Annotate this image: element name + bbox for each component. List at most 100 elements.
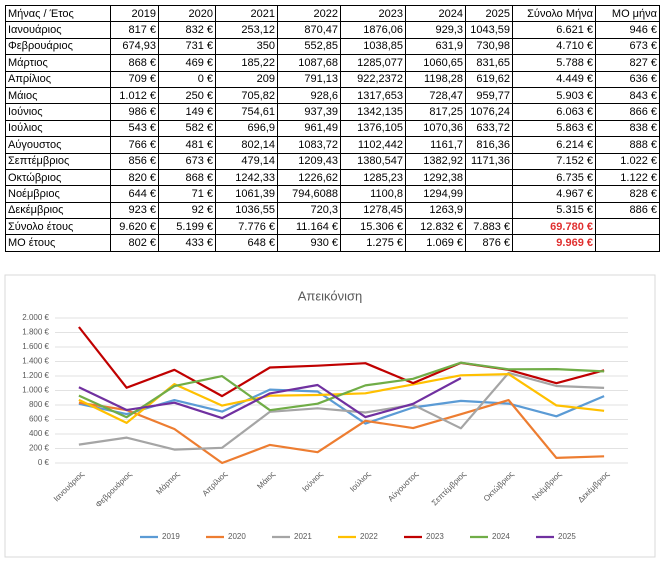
table-cell: 816,36 bbox=[465, 136, 513, 154]
table-cell: 1.012 € bbox=[110, 86, 159, 105]
data-table: Μήνας / Έτος 2019 2020 2021 2022 2023 2024 2025… bbox=[5, 4, 660, 252]
legend-label: 2020 bbox=[228, 532, 246, 541]
table-row: Οκτώβριος 820 €868 €1242,33 1226,62 1285,23… bbox=[5, 168, 660, 187]
y-tick-label: 1.600 € bbox=[22, 342, 49, 351]
table-cell: 433 € bbox=[158, 234, 216, 252]
table-cell: 6.214 € bbox=[512, 136, 596, 154]
legend-label: 2024 bbox=[492, 532, 510, 541]
table-cell: 843 € bbox=[595, 86, 660, 105]
table-cell: 552,85 bbox=[277, 37, 341, 56]
y-tick-label: 1.200 € bbox=[22, 371, 49, 380]
table-cell: Οκτώβριος bbox=[5, 168, 111, 187]
table-cell: 827 € bbox=[595, 54, 660, 72]
table-cell: 1382,92 bbox=[405, 152, 466, 170]
table-cell: 1376,105 bbox=[340, 119, 406, 138]
table-cell: 7.152 € bbox=[512, 152, 596, 170]
table-cell bbox=[595, 234, 660, 252]
table-cell: 2022 bbox=[277, 4, 341, 23]
table-cell: 1102,442 bbox=[340, 136, 406, 154]
chart-title: Απεικόνιση bbox=[298, 288, 363, 303]
table-cell: 817,25 bbox=[405, 103, 466, 121]
y-tick-label: 600 € bbox=[29, 415, 50, 424]
table-row: Μάιος 1.012 €250 €705,82 928,6 1317,653 728,… bbox=[5, 86, 660, 105]
table-cell: 1087,68 bbox=[277, 54, 341, 72]
table-row: Φεβρουάριος 674,93 731 €350 552,85 1038,85 63… bbox=[5, 37, 660, 56]
table-cell: 1061,39 bbox=[215, 185, 278, 203]
table-cell: 1100,8 bbox=[340, 185, 406, 203]
table-cell: 1.069 € bbox=[405, 234, 466, 252]
table-cell: 631,9 bbox=[405, 37, 466, 56]
series-line bbox=[78, 371, 605, 451]
table-cell: 479,14 bbox=[215, 152, 278, 170]
table-cell: 930 € bbox=[277, 234, 341, 252]
table-cell: 946 € bbox=[595, 21, 660, 39]
table-cell: 5.903 € bbox=[512, 86, 596, 105]
series-line bbox=[78, 361, 605, 419]
y-tick-label: 200 € bbox=[29, 444, 50, 453]
y-tick-label: 1.800 € bbox=[22, 328, 49, 337]
table-cell: Νοέμβριος bbox=[5, 185, 111, 203]
table-cell: 1226,62 bbox=[277, 168, 341, 187]
table-row: Ιανουάριος 817 €832 €253,12 870,47 1876,06 9… bbox=[5, 21, 660, 39]
legend-label: 2022 bbox=[360, 532, 378, 541]
table-row: ΜΟ έτους 802 €433 €648 €930 €1.275 €1.069… bbox=[5, 234, 660, 252]
table-cell: 633,72 bbox=[465, 119, 513, 138]
table-cell: 922,2372 bbox=[340, 70, 406, 88]
table-cell: 1242,33 bbox=[215, 168, 278, 187]
table-cell: 648 € bbox=[215, 234, 278, 252]
table-cell: 5.863 € bbox=[512, 119, 596, 138]
table-cell: 9.620 € bbox=[110, 218, 159, 236]
table-cell: 673 € bbox=[595, 37, 660, 56]
table-cell: 888 € bbox=[595, 136, 660, 154]
table-cell: 802 € bbox=[110, 234, 159, 252]
table-cell: 828 € bbox=[595, 185, 660, 203]
table-cell: 868 € bbox=[110, 54, 159, 72]
y-tick-label: 400 € bbox=[29, 429, 50, 438]
series-line bbox=[78, 399, 605, 465]
series-line bbox=[78, 388, 605, 425]
table-cell: 794,6088 bbox=[277, 185, 341, 203]
table-cell: 928,6 bbox=[277, 86, 341, 105]
table-cell: 673 € bbox=[158, 152, 216, 170]
table-cell: 720,3 bbox=[277, 201, 341, 220]
y-tick-label: 1.000 € bbox=[22, 386, 49, 395]
table-cell: Σεπτέμβριος bbox=[5, 152, 111, 170]
table-cell: 1.275 € bbox=[340, 234, 406, 252]
table-cell: 1317,653 bbox=[340, 86, 406, 105]
series-line bbox=[78, 326, 605, 398]
table-cell: 1043,59 bbox=[465, 21, 513, 39]
table-cell: 1876,06 bbox=[340, 21, 406, 39]
table-cell: 9.969 € bbox=[512, 234, 596, 252]
series-line bbox=[78, 377, 462, 420]
table-cell: 696,9 bbox=[215, 119, 278, 138]
table-cell: 582 € bbox=[158, 119, 216, 138]
table-cell: 832 € bbox=[158, 21, 216, 39]
table-row: Ιούλιος 543 €582 €696,9 961,49 1376,105 1070… bbox=[5, 119, 660, 138]
y-tick-label: 2.000 € bbox=[22, 313, 49, 322]
table-cell: 6.735 € bbox=[512, 168, 596, 187]
table-cell: 986 € bbox=[110, 103, 159, 121]
table-cell: Αύγουστος bbox=[5, 136, 111, 154]
table-row: Σεπτέμβριος 856 €673 €479,14 1209,43 1380,5… bbox=[5, 152, 660, 170]
y-tick-label: 800 € bbox=[29, 400, 50, 409]
table-cell: Ιούλιος bbox=[5, 119, 111, 138]
table-cell: 469 € bbox=[158, 54, 216, 72]
y-tick-label: 0 € bbox=[38, 458, 50, 467]
table-row: Μήνας / Έτος 2019 2020 2021 2022 2023 2024 2025… bbox=[5, 4, 660, 23]
table-cell: 1285,077 bbox=[340, 54, 406, 72]
table-row: Δεκέμβριος 923 €92 €1036,55 720,3 1278,45 12… bbox=[5, 201, 660, 220]
y-tick-label: 1.400 € bbox=[22, 357, 49, 366]
legend-label: 2019 bbox=[162, 532, 180, 541]
table-cell: 4.967 € bbox=[512, 185, 596, 203]
table-cell: 674,93 bbox=[110, 37, 159, 56]
table-cell: 929,3 bbox=[405, 21, 466, 39]
table-cell: 1285,23 bbox=[340, 168, 406, 187]
table-cell: 1292,38 bbox=[405, 168, 466, 187]
legend-label: 2023 bbox=[426, 532, 444, 541]
table-cell: ΜΟ μήνα bbox=[595, 4, 660, 23]
table-row: Αύγουστος 766 €481 €802,14 1083,72 1102,442… bbox=[5, 136, 660, 154]
table-cell: 959,77 bbox=[465, 86, 513, 105]
table-cell: ΜΟ έτους bbox=[5, 234, 111, 252]
legend-label: 2021 bbox=[294, 532, 312, 541]
